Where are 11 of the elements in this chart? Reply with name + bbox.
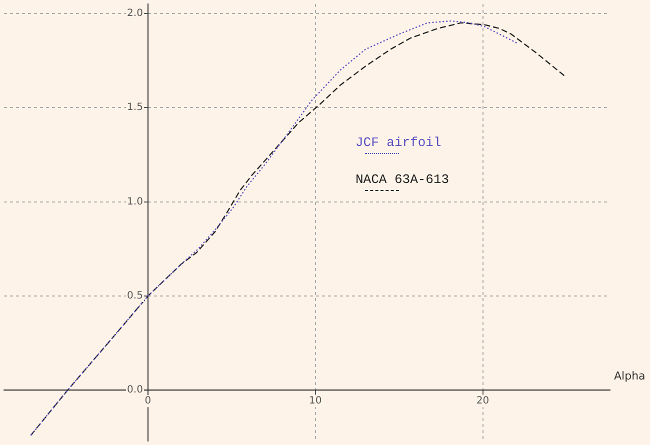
x-tick-label: 10 [309, 396, 322, 407]
x-axis-title: Alpha [614, 370, 646, 382]
y-tick-label: 1.5 [127, 102, 143, 114]
text: NACA 63A-613 [355, 172, 450, 188]
x-tick-label: 0 [144, 396, 152, 407]
y-tick-label: 2.0 [127, 8, 143, 20]
y-tick-label: 1.0 [127, 196, 143, 208]
text: JCF airfoil [355, 135, 442, 150]
y-tick-label: 0.5 [127, 290, 143, 302]
x-tick-label: 20 [476, 396, 490, 407]
y-tick-label: 0.0 [127, 384, 143, 396]
